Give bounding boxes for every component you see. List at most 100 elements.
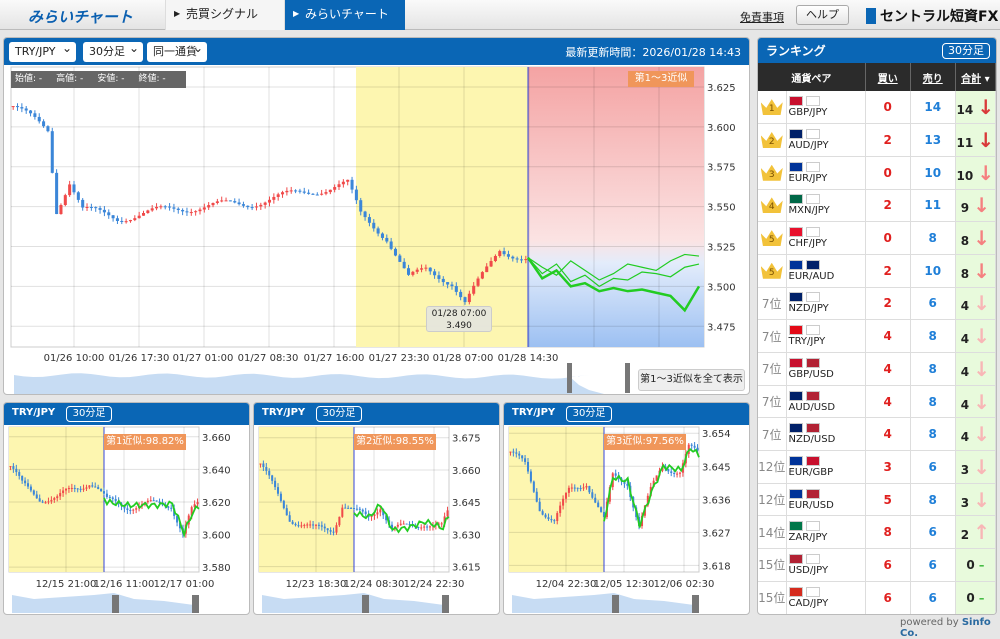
- show-all-forecasts-button[interactable]: 第1～3近似を全て表示: [638, 369, 745, 391]
- candle: [89, 206, 93, 208]
- tab-trade-signal[interactable]: 売買シグナル: [165, 0, 285, 30]
- candle: [511, 256, 515, 259]
- candle: [79, 488, 82, 490]
- total-cell: 10 ↓: [955, 156, 996, 190]
- candle: [155, 500, 158, 502]
- ranking-row[interactable]: 7位 TRY/JPY 4 8 4 ↓: [758, 319, 996, 353]
- quote-flag-icon: [805, 96, 820, 107]
- candle: [399, 523, 402, 525]
- main-candlestick-chart[interactable]: 3.625 3.600 3.575 3.550 3.525 3.500 3.475 01/26…: [4, 65, 749, 395]
- pair-cell[interactable]: NZD/USD: [786, 417, 866, 452]
- col-sell-label[interactable]: 売り: [922, 73, 943, 85]
- candle: [328, 189, 332, 193]
- sell-count: 10: [910, 254, 956, 288]
- mode-select[interactable]: 同一通貨: [147, 38, 207, 62]
- candle: [472, 285, 476, 294]
- pair-cell[interactable]: EUR/AUD: [786, 254, 866, 288]
- candle: [189, 212, 193, 214]
- ranking-row[interactable]: 5 CHF/JPY 0 8 8 ↓: [758, 221, 996, 255]
- x-tick-label: 12/04 22:30: [536, 579, 597, 590]
- pair-cell[interactable]: ZAR/JPY: [786, 515, 866, 550]
- timeframe-select[interactable]: 30分足: [83, 38, 143, 62]
- help-button[interactable]: ヘルプ: [796, 5, 849, 25]
- pair-cell[interactable]: AUD/USD: [786, 385, 866, 419]
- col-buy-label[interactable]: 買い: [877, 73, 898, 85]
- candle: [693, 445, 696, 448]
- ranking-row[interactable]: 4 MXN/JPY 2 11 9 ↓: [758, 189, 996, 223]
- ranking-row[interactable]: 7位 AUD/USD 4 8 4 ↓: [758, 385, 996, 419]
- pair-cell[interactable]: GBP/USD: [786, 352, 866, 386]
- rank-cell: 5: [758, 221, 787, 255]
- candle: [64, 488, 68, 491]
- ranking-row[interactable]: 5 EUR/AUD 2 10 8 ↓: [758, 254, 996, 288]
- arrow-down-icon: ↓: [977, 128, 995, 153]
- pair-cell[interactable]: CAD/JPY: [786, 581, 866, 614]
- ranking-row[interactable]: 14位 ZAR/JPY 8 6 2 ↑: [758, 515, 996, 550]
- ranking-row[interactable]: 15位 USD/JPY 6 6 0 –: [758, 548, 996, 582]
- navigator-handle-right: [442, 595, 449, 613]
- ranking-row[interactable]: 15位 CAD/JPY 6 6 0 –: [758, 581, 996, 614]
- pair-cell[interactable]: NZD/JPY: [786, 287, 866, 321]
- pair-cell[interactable]: USD/JPY: [786, 548, 866, 582]
- quote-flag-icon: [805, 259, 820, 270]
- ranking-row[interactable]: 1 GBP/JPY 0 14 14 ↓: [758, 91, 996, 125]
- candle: [98, 208, 102, 210]
- col-total[interactable]: 合計 ▾: [955, 63, 996, 91]
- candle: [268, 470, 271, 476]
- pair-cell[interactable]: EUR/GBP: [786, 450, 866, 484]
- matched-pattern-zone: [259, 427, 354, 572]
- candle: [361, 509, 364, 512]
- candle: [600, 507, 603, 512]
- candle: [168, 206, 172, 208]
- ranking-row[interactable]: 2 AUD/JPY 2 13 11 ↓: [758, 123, 996, 157]
- candle: [254, 206, 258, 208]
- candle: [50, 499, 53, 502]
- ranking-row[interactable]: 12位 EUR/GBP 3 6 3 ↓: [758, 450, 996, 484]
- ranking-row[interactable]: 12位 EUR/USD 5 8 3 ↓: [758, 483, 996, 517]
- rank-cell: 7位: [758, 385, 787, 419]
- pair-cell[interactable]: MXN/JPY: [786, 189, 866, 223]
- candle: [105, 493, 108, 497]
- base-flag-icon: [788, 357, 803, 368]
- candle: [44, 502, 47, 504]
- y-tick-label: 3.627: [702, 528, 731, 539]
- candle: [72, 184, 76, 193]
- candle: [314, 524, 318, 526]
- pair-label: GBP/USD: [788, 368, 834, 380]
- candle: [303, 524, 306, 526]
- ranking-row[interactable]: 3 EUR/JPY 0 10 10 ↓: [758, 156, 996, 190]
- col-sell[interactable]: 売り: [910, 63, 956, 91]
- tab-mirai-chart[interactable]: みらいチャート: [285, 0, 405, 30]
- total-count: 9: [960, 201, 970, 216]
- candle: [46, 126, 50, 132]
- candle: [529, 471, 532, 482]
- pair-cell[interactable]: EUR/JPY: [786, 156, 866, 190]
- candle: [335, 525, 338, 533]
- y-tick-label: 3.654: [702, 429, 731, 440]
- pair-cell[interactable]: CHF/JPY: [786, 221, 866, 255]
- ranking-row[interactable]: 7位 NZD/JPY 2 6 4 ↓: [758, 287, 996, 321]
- rank-label: 7位: [761, 395, 782, 410]
- ranking-row[interactable]: 7位 NZD/USD 4 8 4 ↓: [758, 417, 996, 452]
- pair-cell[interactable]: GBP/JPY: [786, 91, 866, 125]
- ranking-timeframe-badge[interactable]: 30分足: [942, 43, 990, 59]
- quote-flag-icon: [805, 292, 820, 303]
- pair-select[interactable]: TRY/JPY: [9, 38, 76, 62]
- arrow-down-icon: ↓: [973, 454, 990, 479]
- disclaimer-link[interactable]: 免責事項: [740, 11, 784, 24]
- mirai-chart-logo[interactable]: みらいチャート: [28, 8, 133, 26]
- pair-cell[interactable]: AUD/JPY: [786, 123, 866, 157]
- pair-cell[interactable]: TRY/JPY: [786, 319, 866, 353]
- pair-cell[interactable]: EUR/USD: [786, 483, 866, 517]
- ranking-row[interactable]: 7位 GBP/USD 4 8 4 ↓: [758, 352, 996, 386]
- col-total-label[interactable]: 合計: [961, 73, 982, 85]
- x-tick-label: 01/27 08:30: [238, 353, 299, 364]
- total-cell: 2 ↑: [955, 515, 996, 550]
- col-buy[interactable]: 買い: [865, 63, 911, 91]
- rank-cell: 5: [758, 254, 787, 288]
- candle: [317, 524, 320, 526]
- arrow-down-icon: ↓: [973, 487, 990, 512]
